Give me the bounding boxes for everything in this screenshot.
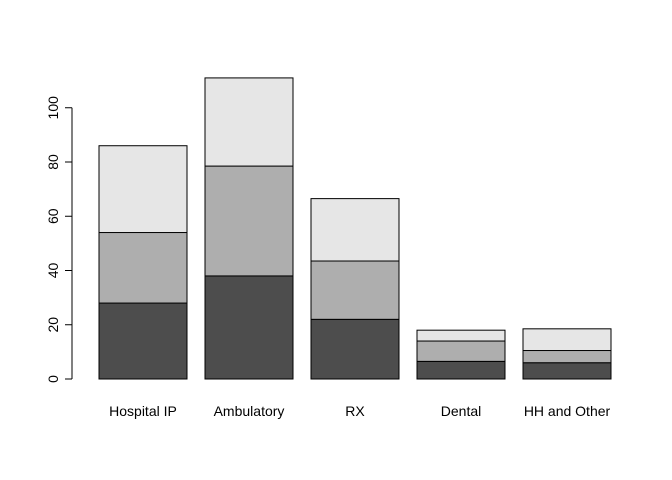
x-category-label: HH and Other [524, 403, 611, 419]
bar-segment [310, 198, 400, 262]
bar-segment [522, 328, 612, 352]
bar-segment [416, 340, 506, 362]
y-tick-label: 20 [45, 317, 61, 333]
bar-segment [522, 362, 612, 380]
x-category-label: RX [345, 403, 365, 419]
y-tick-label: 80 [45, 154, 61, 170]
x-category-label: Dental [441, 403, 481, 419]
x-category-label: Ambulatory [214, 403, 285, 419]
bar-segment [416, 329, 506, 342]
y-tick-label: 60 [45, 208, 61, 224]
bar-segment [522, 350, 612, 364]
y-tick-label: 40 [45, 263, 61, 279]
y-axis: 0 20 40 60 80 100 [45, 96, 73, 383]
bar-segment [98, 302, 188, 380]
x-axis-labels: Hospital IP Ambulatory RX Dental HH and Othe… [109, 403, 610, 419]
bar-segment [204, 165, 294, 277]
bar-segment [416, 360, 506, 380]
bar-segment [204, 275, 294, 380]
bar-segment [98, 145, 188, 234]
x-category-label: Hospital IP [109, 403, 177, 419]
y-tick-label: 0 [45, 375, 61, 383]
y-tick-label: 100 [45, 96, 61, 120]
bar-segment [98, 232, 188, 304]
bar-stacks [98, 77, 612, 380]
bar-segment [310, 260, 400, 320]
bar-segment [204, 77, 294, 167]
bar-segment [310, 318, 400, 380]
